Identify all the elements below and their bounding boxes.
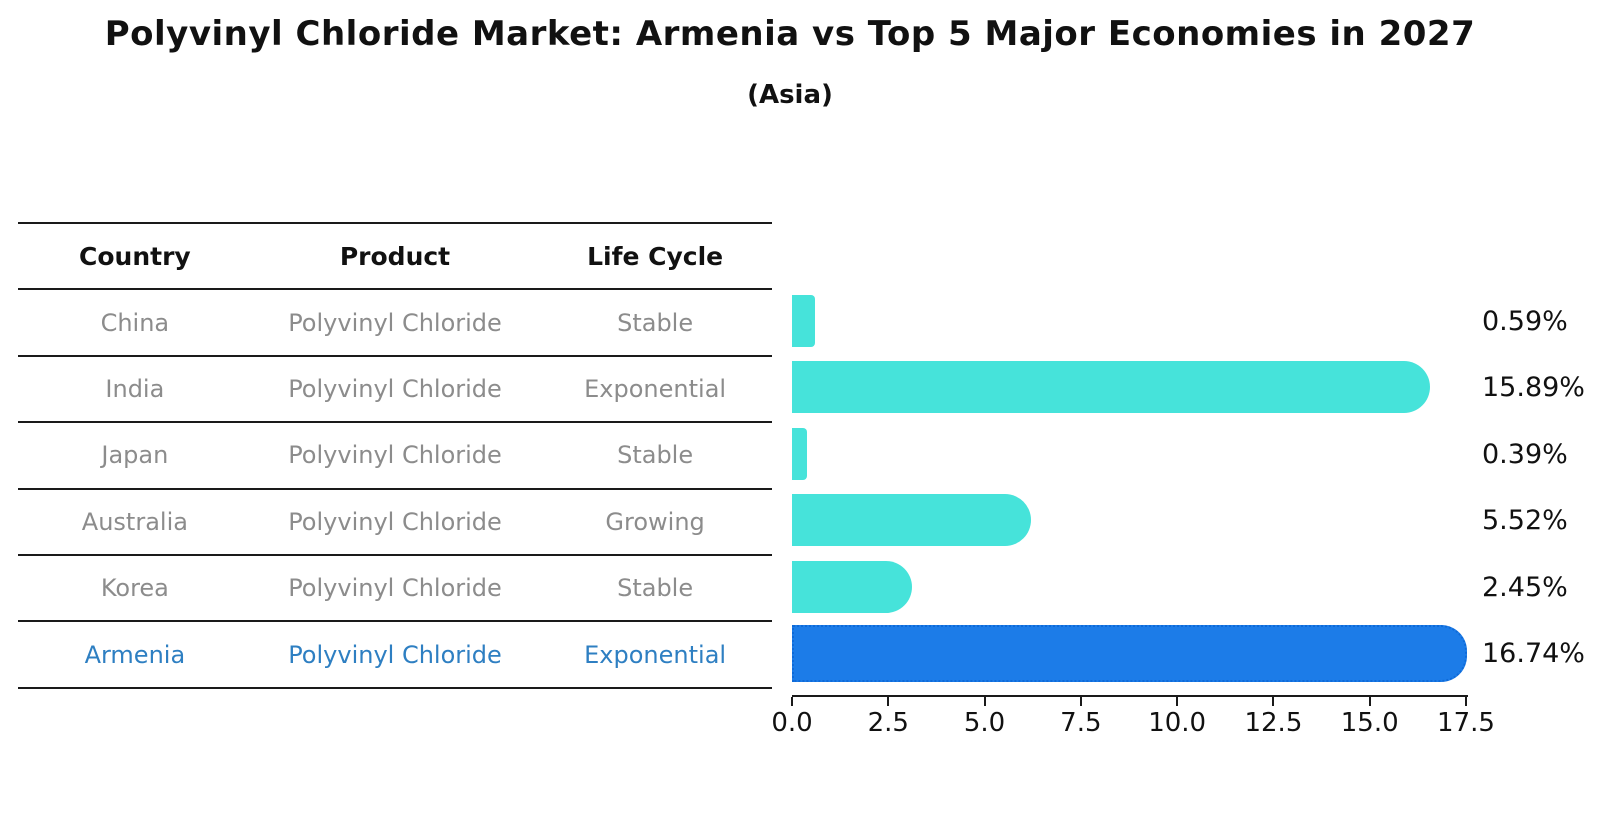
- x-axis-tick-label: 2.5: [867, 708, 909, 738]
- x-axis-line: [792, 695, 1468, 697]
- value-label-australia: 5.52%: [1482, 505, 1568, 537]
- table-row-korea: Korea Polyvinyl Chloride Stable: [18, 556, 772, 623]
- life-cycle-cell: Exponential: [584, 374, 727, 403]
- life-cycle-cell: Stable: [617, 441, 694, 470]
- value-label-japan: 0.39%: [1482, 438, 1568, 470]
- x-axis-tick-label: 7.5: [1060, 708, 1102, 738]
- table-row-armenia: Armenia Polyvinyl Chloride Exponential: [18, 622, 772, 689]
- column-header-country: Country: [79, 241, 191, 271]
- product-cell: Polyvinyl Chloride: [288, 441, 502, 470]
- life-cycle-cell: Stable: [617, 574, 694, 603]
- bar-row-india: [792, 354, 1466, 420]
- value-label-korea: 2.45%: [1482, 571, 1568, 603]
- x-axis-tick-label: 10.0: [1148, 708, 1207, 738]
- x-axis-tick-label: 17.5: [1437, 708, 1495, 738]
- chart-title: Polyvinyl Chloride Market: Armenia vs To…: [104, 14, 1476, 54]
- bar-japan: [792, 427, 808, 480]
- country-cell: Armenia: [84, 640, 186, 669]
- x-axis-tick-label: 0.0: [771, 708, 813, 738]
- table-row-japan: Japan Polyvinyl Chloride Stable: [18, 423, 772, 490]
- bar-row-australia: [792, 487, 1466, 553]
- x-axis-tick: [1176, 697, 1179, 706]
- bar-row-korea: [792, 554, 1466, 620]
- x-axis-tick-label: 5.0: [963, 708, 1006, 738]
- country-cell: Australia: [81, 507, 188, 536]
- x-axis-tick-label: 12.5: [1244, 708, 1303, 738]
- chart-subtitle: (Asia): [747, 80, 833, 110]
- table-header-row: Country Product Life Cycle: [18, 224, 772, 291]
- value-label-china: 0.59%: [1482, 305, 1568, 337]
- product-cell: Polyvinyl Chloride: [288, 374, 502, 403]
- product-cell: Polyvinyl Chloride: [288, 640, 502, 669]
- value-label-armenia: 16.74%: [1482, 637, 1585, 669]
- value-label-india: 15.89%: [1482, 372, 1585, 404]
- column-header-product: Product: [339, 241, 451, 271]
- x-axis-tick-label: 15.0: [1340, 708, 1399, 738]
- life-cycle-cell: Exponential: [584, 640, 727, 669]
- table-body: China Polyvinyl Chloride Stable India Polyvi…: [18, 290, 772, 689]
- bar-plot-area: [792, 288, 1467, 687]
- bar-australia: [792, 494, 1031, 547]
- bar-korea: [792, 560, 913, 613]
- life-cycle-cell: Growing: [605, 507, 705, 536]
- product-cell: Polyvinyl Chloride: [288, 308, 502, 337]
- table-row-india: India Polyvinyl Chloride Exponential: [18, 357, 772, 424]
- bar-india: [792, 361, 1430, 414]
- country-cell: Japan: [101, 441, 169, 470]
- life-cycle-cell: Stable: [617, 308, 694, 337]
- product-cell: Polyvinyl Chloride: [288, 507, 502, 536]
- country-cell: Korea: [100, 574, 169, 603]
- bar-china: [792, 295, 815, 347]
- bar-row-china: [792, 288, 1466, 354]
- x-axis-tick: [983, 697, 986, 706]
- bar-row-armenia: [792, 620, 1467, 686]
- x-axis-tick: [1465, 697, 1467, 706]
- x-axis-tick: [791, 697, 793, 706]
- bar-armenia: [792, 625, 1467, 683]
- x-axis-tick: [1079, 697, 1082, 706]
- bar-row-japan: [792, 421, 1466, 487]
- x-axis-tick: [887, 697, 890, 706]
- table-row-australia: Australia Polyvinyl Chloride Growing: [18, 490, 772, 556]
- column-header-life-cycle: Life Cycle: [587, 241, 724, 271]
- product-cell: Polyvinyl Chloride: [288, 574, 502, 603]
- country-cell: India: [105, 374, 165, 403]
- country-cell: China: [100, 308, 170, 337]
- country-table: Country Product Life Cycle China Polyviny…: [18, 222, 772, 689]
- x-axis-tick: [1272, 697, 1275, 706]
- table-row-china: China Polyvinyl Chloride Stable: [18, 290, 772, 357]
- x-axis-tick: [1368, 697, 1371, 706]
